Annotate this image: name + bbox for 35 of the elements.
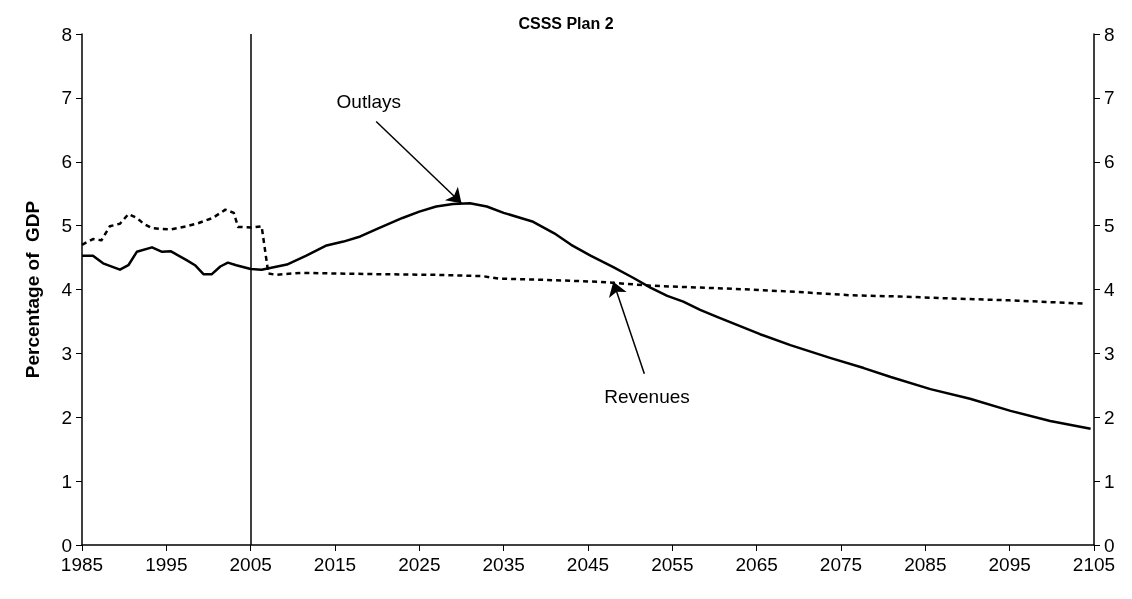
chart-title: CSSS Plan 2 bbox=[518, 14, 614, 32]
x-tick-label: 2025 bbox=[398, 554, 441, 575]
x-tick-label: 2075 bbox=[819, 554, 863, 575]
y2-tick-label: 5 bbox=[1104, 215, 1115, 237]
y-tick-label: 1 bbox=[61, 470, 72, 492]
y2-tick-label: 6 bbox=[1104, 151, 1115, 173]
y-tick-label: 8 bbox=[61, 23, 72, 45]
y2-tick-label: 2 bbox=[1104, 406, 1115, 428]
x-tick-label: 2085 bbox=[904, 554, 947, 575]
y-tick-label: 7 bbox=[61, 87, 72, 109]
x-tick-label: 2045 bbox=[566, 554, 610, 575]
y-tick-label: 2 bbox=[61, 406, 72, 428]
y-tick-label: 4 bbox=[61, 279, 73, 300]
x-tick-label: 2005 bbox=[229, 554, 272, 575]
annotation: Revenues bbox=[604, 386, 690, 408]
x-tick-label: 1995 bbox=[145, 554, 188, 575]
x-tick-label: 1985 bbox=[60, 554, 104, 575]
y-tick-label: 5 bbox=[61, 215, 72, 237]
x-tick-label: 2105 bbox=[1072, 554, 1116, 575]
x-tick-label: 2055 bbox=[651, 554, 694, 575]
x-tick-label: 2065 bbox=[735, 554, 778, 575]
y-tick-label: 3 bbox=[61, 342, 72, 364]
y2-tick-label: 8 bbox=[1104, 23, 1115, 45]
y2-tick-label: 1 bbox=[1104, 470, 1115, 492]
x-tick-label: 2035 bbox=[482, 554, 525, 575]
y2-tick-label: 7 bbox=[1104, 87, 1115, 109]
x-tick-label: 2095 bbox=[988, 554, 1031, 575]
annotation: Outlays bbox=[336, 90, 401, 112]
y-tick-label: 0 bbox=[61, 534, 72, 556]
y2-tick-label: 4 bbox=[1104, 279, 1115, 300]
y-axis-title: Percentage of GDP bbox=[22, 200, 43, 379]
x-tick-label: 2015 bbox=[313, 554, 357, 575]
y-tick-label: 6 bbox=[61, 151, 72, 173]
y2-tick-label: 0 bbox=[1104, 534, 1115, 556]
y2-tick-label: 3 bbox=[1104, 342, 1115, 364]
